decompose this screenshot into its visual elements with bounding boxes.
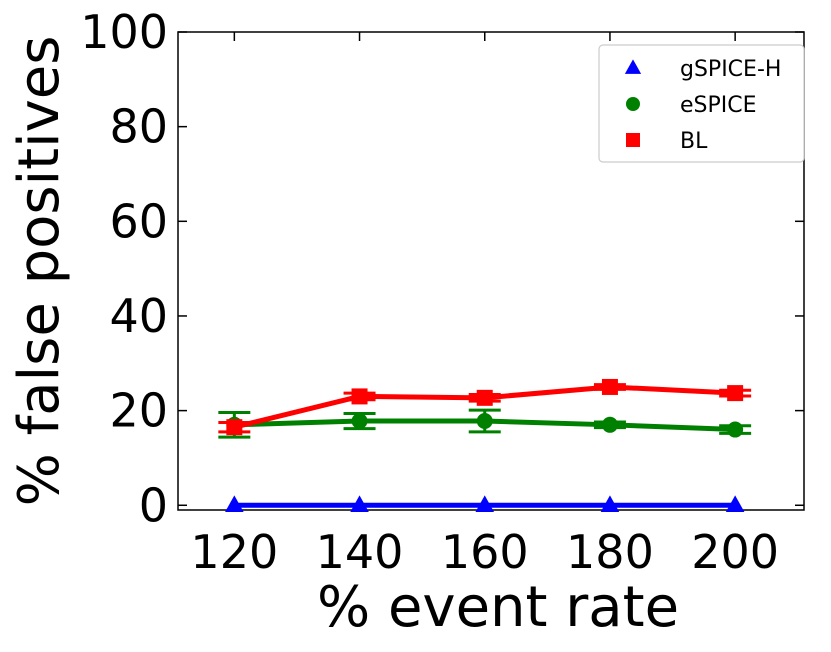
series-bl bbox=[218, 378, 752, 436]
x-tick-label: 180 bbox=[566, 525, 654, 579]
legend-marker bbox=[624, 59, 642, 74]
data-point bbox=[475, 495, 495, 512]
legend-box bbox=[598, 44, 805, 163]
series-layer bbox=[218, 378, 752, 512]
legend-marker bbox=[626, 133, 640, 147]
legend-marker bbox=[626, 97, 640, 111]
data-point bbox=[351, 413, 368, 430]
data-point bbox=[600, 495, 620, 512]
x-tick-label: 120 bbox=[190, 525, 278, 579]
data-point bbox=[601, 378, 618, 395]
series-gspice-h bbox=[225, 495, 745, 512]
x-tick-label: 160 bbox=[441, 525, 529, 579]
legend-label: eSPICE bbox=[680, 93, 757, 118]
data-point bbox=[727, 421, 744, 438]
y-tick-label: 60 bbox=[109, 194, 168, 248]
y-tick-label: 80 bbox=[109, 100, 168, 154]
y-axis-title: % false positives bbox=[7, 36, 72, 507]
data-point bbox=[226, 419, 243, 436]
data-point bbox=[350, 495, 369, 512]
x-tick-label: 140 bbox=[316, 525, 404, 579]
data-point bbox=[476, 389, 493, 406]
data-point bbox=[727, 385, 744, 402]
data-point bbox=[225, 495, 244, 512]
data-point bbox=[476, 413, 493, 430]
axis-ticks: 120 140 160 180 200 0 20 40 60 80 100 bbox=[80, 5, 804, 579]
data-point bbox=[601, 416, 618, 433]
legend-label: BL bbox=[680, 129, 708, 154]
y-tick-label: 40 bbox=[109, 289, 168, 343]
data-point bbox=[351, 388, 368, 405]
data-point bbox=[725, 495, 745, 512]
y-tick-label: 100 bbox=[80, 5, 168, 59]
y-tick-label: 0 bbox=[139, 478, 168, 532]
legend-label: gSPICE-H bbox=[680, 57, 781, 82]
y-tick-label: 20 bbox=[109, 384, 168, 438]
x-tick-label: 200 bbox=[691, 525, 779, 579]
legend: gSPICE-H eSPICE BL bbox=[598, 44, 805, 163]
x-axis-title: % event rate bbox=[317, 575, 679, 640]
